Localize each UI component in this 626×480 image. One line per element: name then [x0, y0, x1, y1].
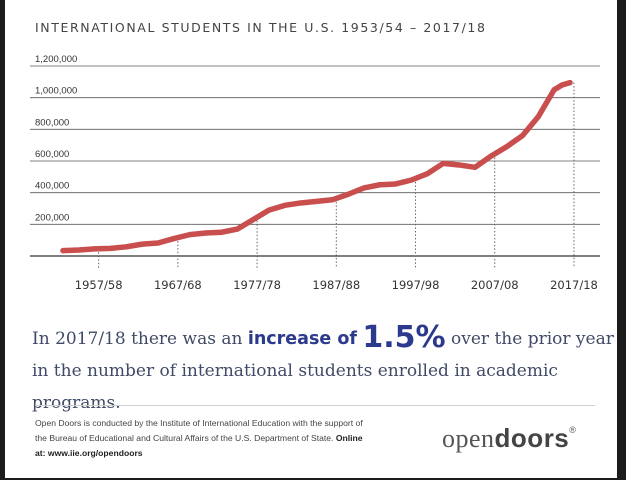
data-point: [250, 216, 256, 223]
logo-part-doors: doors: [494, 423, 570, 453]
data-point: [472, 164, 478, 170]
data-point: [313, 198, 320, 204]
data-point: [377, 182, 383, 188]
data-point: [519, 133, 526, 139]
grid-lines: [30, 65, 600, 257]
y-tick-label: 800,000: [35, 117, 69, 128]
headline-percent: 1.5%: [362, 320, 446, 355]
opendoors-logo: opendoors®: [442, 423, 576, 454]
x-tick-label: 1957/58: [75, 278, 123, 292]
registered-mark: ®: [569, 425, 577, 435]
data-point: [329, 197, 335, 203]
data-point: [282, 202, 288, 208]
data-point: [567, 80, 573, 86]
data-point: [92, 246, 98, 252]
data-point: [107, 245, 114, 251]
y-tick-label: 600,000: [35, 149, 69, 160]
data-point: [408, 177, 415, 183]
footer-online-link[interactable]: Online at: www.iie.org/opendoors: [35, 433, 363, 458]
headline-prefix: In 2017/18 there was an: [32, 329, 248, 349]
divider: [35, 405, 595, 406]
data-point: [456, 162, 462, 168]
y-tick-label: 200,000: [35, 212, 69, 223]
data-point: [488, 153, 494, 159]
data-point: [559, 82, 565, 88]
x-tick-label: 1987/88: [312, 278, 360, 292]
headline-bold: increase of: [247, 329, 357, 349]
x-tick-label: 1967/68: [154, 278, 202, 292]
data-point: [123, 244, 129, 250]
data-point: [345, 191, 351, 197]
data-point: [361, 185, 367, 191]
x-tick-label: 1997/98: [392, 278, 440, 292]
x-tick-label: 2017/18: [550, 278, 598, 292]
data-point: [234, 226, 240, 232]
y-tick-label: 1,000,000: [35, 86, 77, 97]
x-tick-label: 2007/08: [471, 278, 519, 292]
y-tick-label: 400,000: [35, 181, 69, 192]
x-axis: 1957/58 1967/68 1977/78 1987/88 1997/98 2007/…: [75, 82, 598, 292]
data-point: [171, 235, 177, 242]
footer-body: Open Doors is conducted by the Institute…: [35, 418, 363, 443]
data-point: [298, 200, 304, 206]
data-point: [218, 229, 225, 235]
data-point: [76, 247, 82, 253]
x-tick-label: 1977/78: [233, 278, 281, 292]
data-point: [266, 207, 272, 213]
line-chart: 1957/58 1967/68 1977/78 1987/88 1997/98 2007/…: [30, 54, 600, 292]
headline-annotation: In 2017/18 there was an increase of 1.5%…: [32, 322, 617, 419]
data-point: [551, 87, 557, 93]
data-point: [155, 240, 161, 246]
data-point: [440, 160, 446, 166]
data-point: [535, 114, 541, 120]
data-point: [139, 241, 145, 247]
chart-title: INTERNATIONAL STUDENTS IN THE U.S. 1953/…: [35, 20, 487, 35]
infographic-card: INTERNATIONAL STUDENTS IN THE U.S. 1953/…: [5, 0, 617, 478]
series-group: [60, 79, 573, 254]
data-point: [60, 248, 66, 254]
y-tick-label: 1,200,000: [35, 54, 77, 65]
data-point: [504, 144, 510, 150]
data-point: [202, 230, 209, 236]
logo-part-open: open: [442, 424, 495, 453]
data-point: [424, 171, 431, 177]
data-point: [187, 232, 193, 238]
data-point: [393, 181, 399, 187]
headline-suffix: over the prior year in the number of int…: [32, 329, 614, 413]
footer-text: Open Doors is conducted by the Institute…: [35, 416, 365, 461]
y-axis: 200,000 400,000 600,000 800,000 1,000,000 1,2…: [35, 54, 77, 223]
series-line: [60, 79, 573, 254]
